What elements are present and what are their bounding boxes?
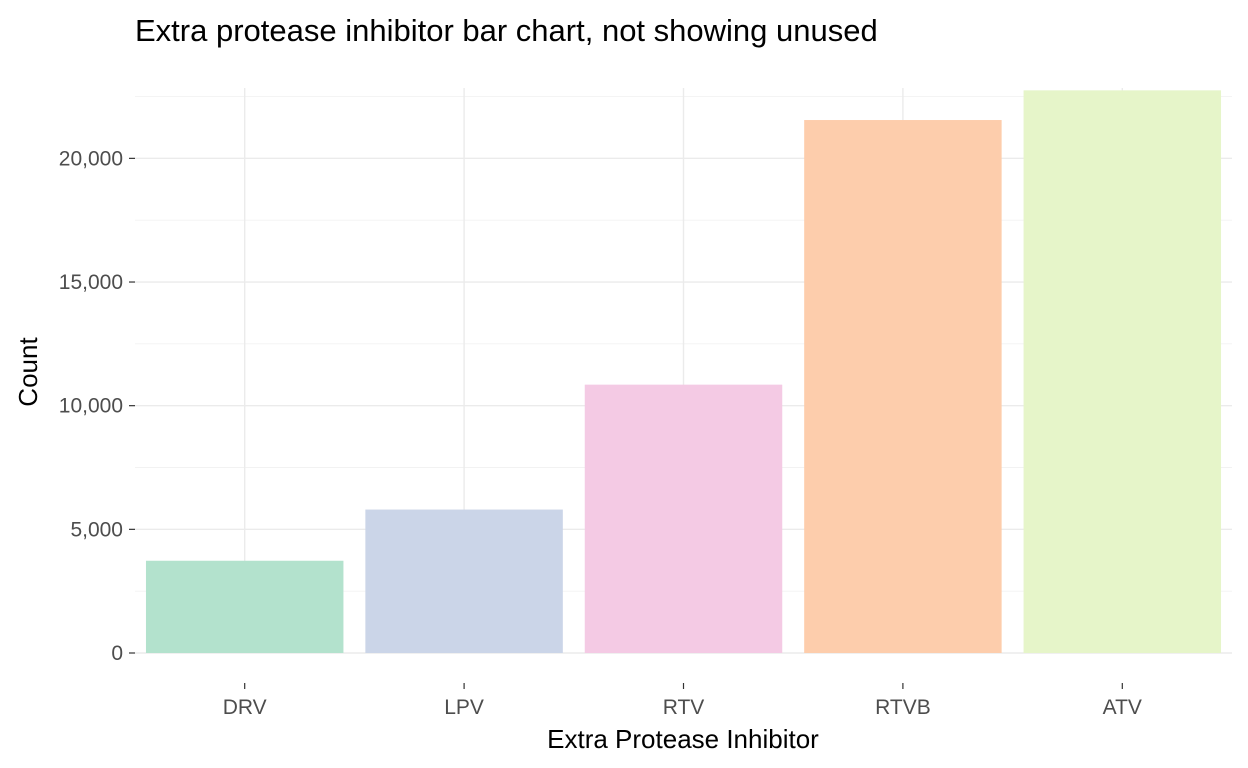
y-tick-label: 0: [111, 642, 123, 665]
y-tick-label: 10,000: [59, 395, 123, 418]
x-tick-label: RTV: [663, 696, 705, 719]
x-tick-label: ATV: [1103, 696, 1142, 719]
bar-rtvb: [804, 120, 1002, 654]
bars: [145, 90, 1222, 654]
x-axis-title: Extra Protease Inhibitor: [547, 724, 819, 754]
bar-drv: [145, 560, 344, 653]
bar-rtv: [584, 384, 783, 653]
y-tick-label: 15,000: [59, 271, 123, 294]
x-tick-label: LPV: [444, 696, 484, 719]
x-tick-label: RTVB: [875, 696, 931, 719]
x-tick-label: DRV: [223, 696, 267, 719]
x-axis: DRV LPV RTV RTVB ATV: [223, 683, 1142, 719]
y-tick-label: 5,000: [70, 518, 123, 541]
bar-lpv: [365, 509, 563, 653]
y-axis: 0 5,000 10,000 15,000 20,000: [59, 147, 135, 665]
y-axis-title: Count: [13, 337, 43, 407]
y-tick-label: 20,000: [59, 147, 123, 170]
chart-title: Extra protease inhibitor bar chart, not …: [135, 13, 878, 48]
bar-atv: [1023, 90, 1222, 654]
